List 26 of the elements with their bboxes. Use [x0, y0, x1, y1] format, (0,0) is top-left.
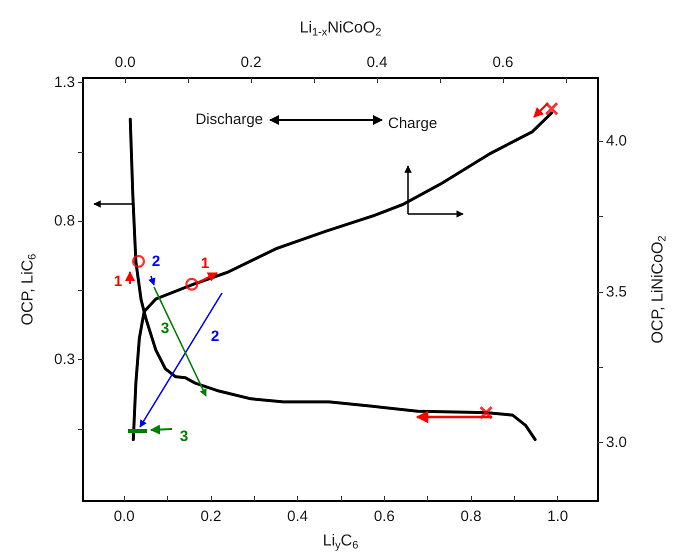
y2-tick-label: 4.0 [606, 132, 627, 150]
x-tick-label: 0.8 [460, 508, 482, 525]
x2-tick-label: 0.6 [492, 54, 514, 71]
annotation: 2 [210, 328, 220, 345]
x-tick-label: 0.0 [114, 508, 135, 525]
x-tick-label: 0.6 [374, 508, 395, 525]
x-tick-label: 0.4 [287, 508, 308, 525]
x-tick-label: 0.2 [200, 508, 222, 525]
annotation: 1 [200, 255, 210, 272]
y-tick-label: 0.3 [54, 351, 75, 368]
x2-tick-label: 0.0 [114, 54, 136, 71]
y-tick-label: 1.3 [54, 74, 75, 92]
x-tick-label: 1.0 [547, 508, 568, 525]
x2-tick-label: 0.2 [240, 54, 262, 71]
y-axis-title: OCP, LiC6 [20, 254, 38, 326]
annotation: 2 [152, 253, 160, 270]
x2-tick-label: 0.4 [366, 54, 388, 71]
annotation: 3 [180, 428, 188, 445]
annotation: 3 [160, 320, 170, 337]
annotation: Discharge [195, 111, 263, 128]
annotation: Charge [388, 115, 438, 132]
y2-axis-title: OCP, LiNiCoO2 [650, 235, 668, 344]
annotation: 1 [114, 273, 122, 290]
y-tick-label: 0.8 [54, 212, 75, 230]
y2-tick-label: 3.5 [606, 283, 627, 300]
y2-tick-label: 3.0 [606, 434, 627, 451]
